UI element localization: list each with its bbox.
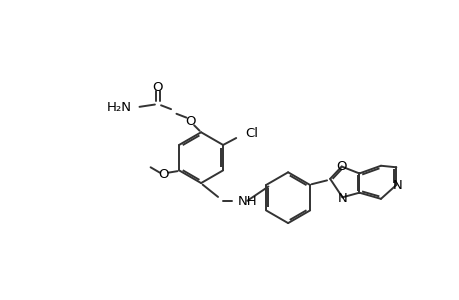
Text: O: O	[158, 168, 168, 181]
Text: N: N	[392, 179, 401, 192]
Text: O: O	[336, 160, 346, 173]
Text: Cl: Cl	[245, 127, 258, 140]
Text: O: O	[152, 81, 163, 94]
Text: O: O	[185, 115, 195, 128]
Text: NH: NH	[238, 195, 257, 208]
Text: H₂N: H₂N	[106, 101, 132, 114]
Text: N: N	[337, 192, 347, 205]
